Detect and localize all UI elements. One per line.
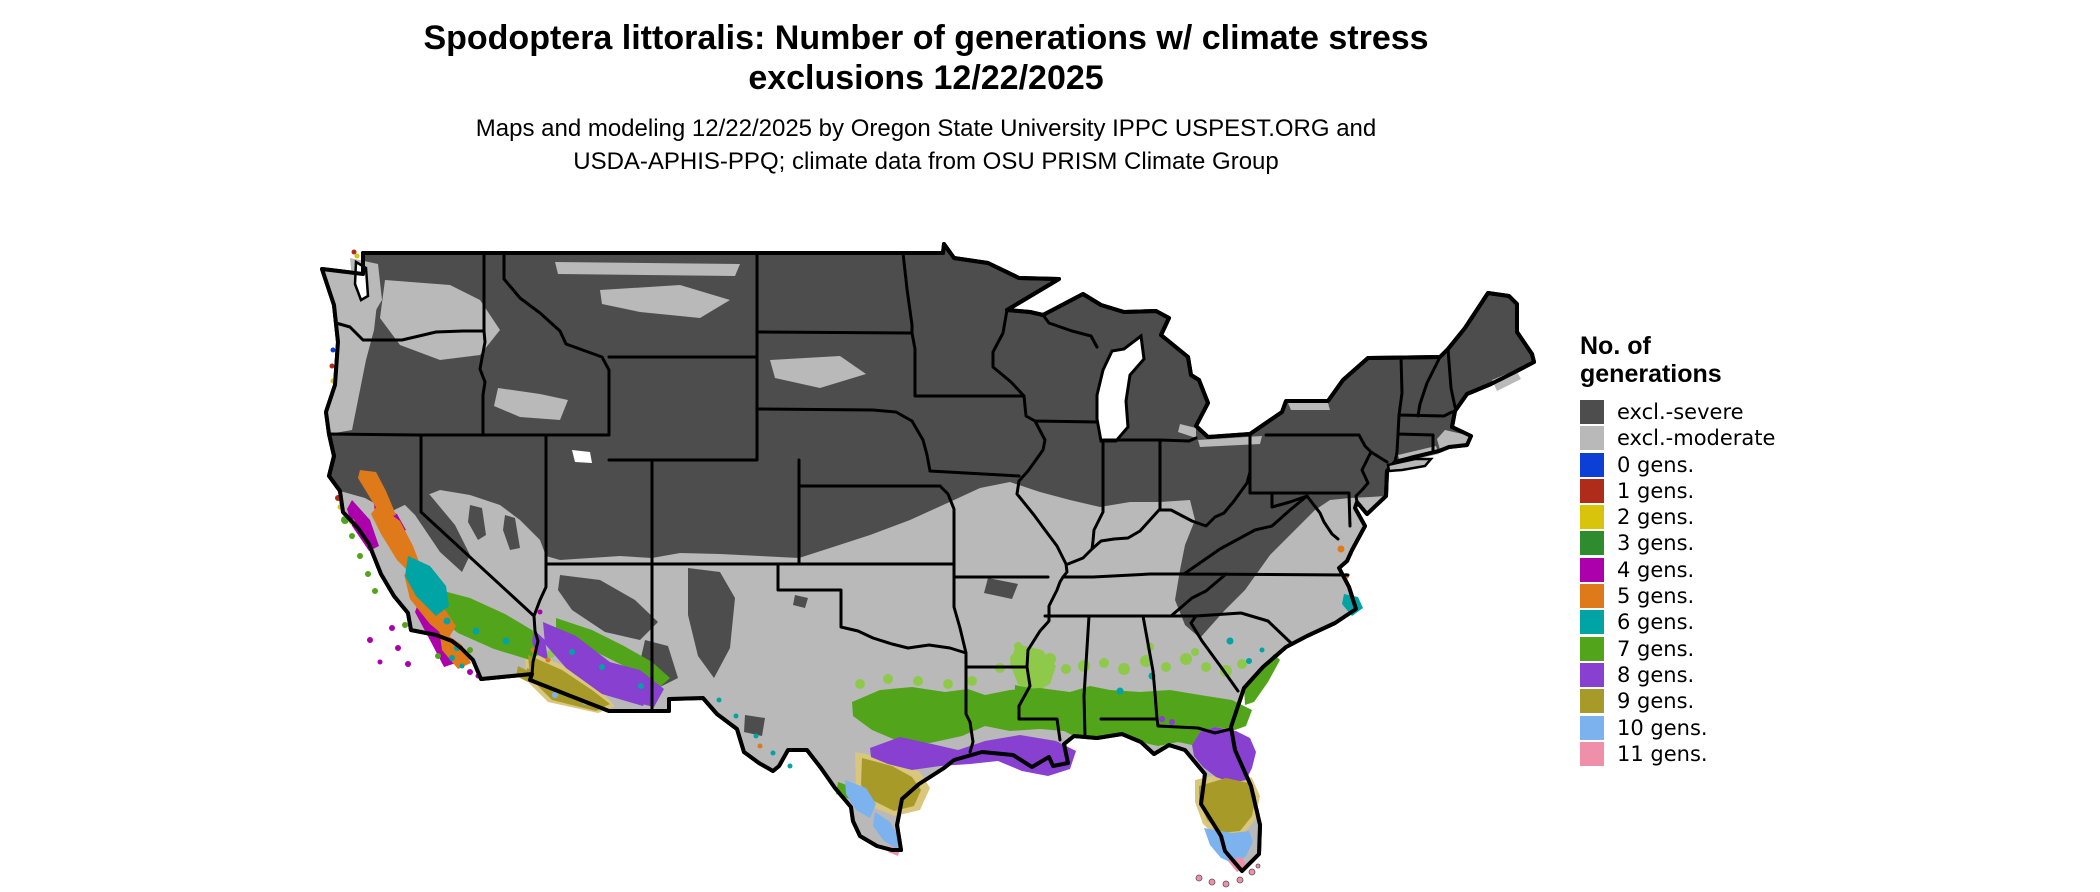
lake-michigan xyxy=(1095,333,1146,443)
legend-color-swatch-4 xyxy=(1580,505,1604,530)
page-subtitle: Maps and modeling 12/22/2025 by Oregon S… xyxy=(276,112,1576,178)
map-state-borders xyxy=(327,251,1457,754)
legend-label: 1 gens. xyxy=(1617,478,1695,503)
region-0-gens xyxy=(330,347,336,353)
legend-label: excl.-moderate xyxy=(1617,426,1776,451)
legend-label: 4 gens. xyxy=(1617,557,1695,582)
legend-label: excl.-severe xyxy=(1617,400,1744,424)
legend-label: 11 gens. xyxy=(1617,741,1708,766)
legend-row: 11 gens. xyxy=(1580,741,1880,766)
legend-label: 10 gens. xyxy=(1617,715,1708,740)
map-svg xyxy=(320,242,1536,888)
legend-row: 0 gens. xyxy=(1580,452,1880,477)
legend-row: 10 gens. xyxy=(1580,715,1880,740)
legend-heading: No. of generations xyxy=(1580,332,1880,388)
legend-row: excl.-severe xyxy=(1580,400,1880,424)
legend-row: 5 gens. xyxy=(1580,584,1880,609)
us-generations-map xyxy=(300,240,1550,890)
region-10-gens xyxy=(552,692,1253,864)
page-title: Spodoptera littoralis: Number of generat… xyxy=(276,18,1576,98)
legend-color-swatch-6 xyxy=(1580,557,1604,582)
legend-row: 9 gens. xyxy=(1580,689,1880,714)
legend: No. of generations excl.-severe excl.-mo… xyxy=(1580,332,1880,768)
legend-color-swatch-3 xyxy=(1580,478,1604,503)
legend-row: 4 gens. xyxy=(1580,557,1880,582)
legend-row: 2 gens. xyxy=(1580,505,1880,530)
region-11-gens xyxy=(888,846,1261,888)
legend-color-swatch-7 xyxy=(1580,584,1604,609)
legend-row: 3 gens. xyxy=(1580,531,1880,556)
legend-label: 8 gens. xyxy=(1617,662,1695,687)
legend-label: 9 gens. xyxy=(1617,689,1695,714)
legend-heading-line2: generations xyxy=(1580,360,1722,388)
page-subtitle-line1: Maps and modeling 12/22/2025 by Oregon S… xyxy=(475,115,1377,142)
legend-color-swatch-0 xyxy=(1580,400,1604,424)
page-title-line2: exclusions 12/22/2025 xyxy=(748,59,1104,97)
map-country-outline xyxy=(320,242,1536,873)
legend-label: 7 gens. xyxy=(1617,636,1695,661)
legend-color-swatch-12 xyxy=(1580,715,1604,740)
legend-color-swatch-9 xyxy=(1580,636,1604,661)
legend-label: 2 gens. xyxy=(1617,505,1695,530)
legend-color-swatch-2 xyxy=(1580,452,1604,477)
legend-label: 0 gens. xyxy=(1617,452,1695,477)
long-island xyxy=(1386,457,1434,473)
legend-color-swatch-13 xyxy=(1580,741,1604,766)
legend-label: 6 gens. xyxy=(1617,610,1695,635)
legend-label: 3 gens. xyxy=(1617,531,1695,556)
page-subtitle-line2: USDA-APHIS-PPQ; climate data from OSU PR… xyxy=(573,148,1279,175)
legend-items: excl.-severe excl.-moderate 0 gens. 1 ge… xyxy=(1580,400,1880,768)
legend-color-swatch-10 xyxy=(1580,662,1604,687)
legend-color-swatch-1 xyxy=(1580,426,1604,451)
legend-color-swatch-11 xyxy=(1580,689,1604,714)
page-title-line1: Spodoptera littoralis: Number of generat… xyxy=(423,19,1429,57)
legend-heading-line1: No. of xyxy=(1580,332,1651,360)
legend-row: 7 gens. xyxy=(1580,636,1880,661)
legend-row: 8 gens. xyxy=(1580,662,1880,687)
legend-color-swatch-5 xyxy=(1580,531,1604,556)
legend-row: 1 gens. xyxy=(1580,478,1880,503)
legend-row: excl.-moderate xyxy=(1580,426,1880,451)
legend-label: 5 gens. xyxy=(1617,584,1695,609)
legend-row: 6 gens. xyxy=(1580,610,1880,635)
great-salt-lake xyxy=(572,450,592,463)
legend-color-swatch-8 xyxy=(1580,610,1604,635)
